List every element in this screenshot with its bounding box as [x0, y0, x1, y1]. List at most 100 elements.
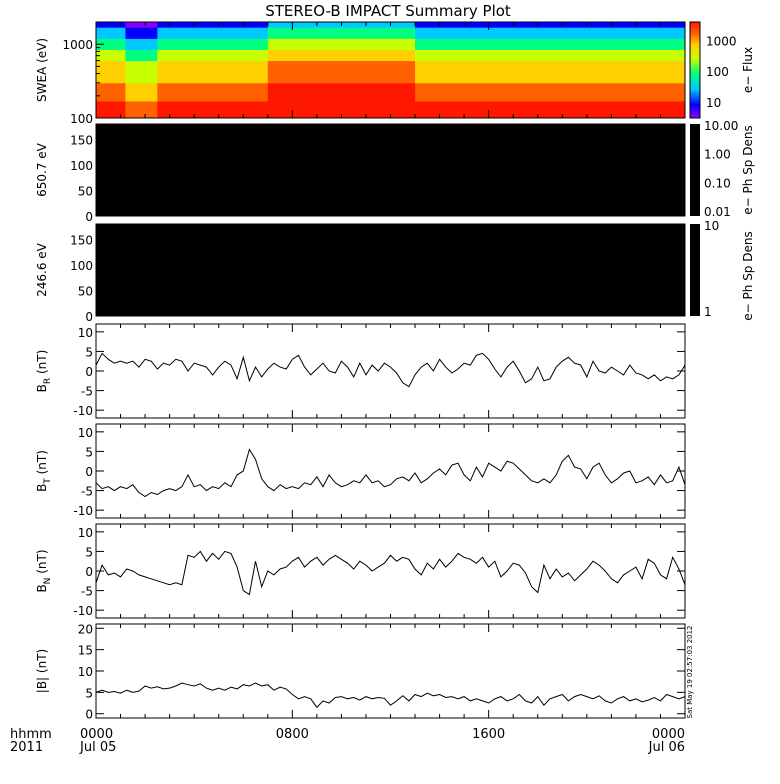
bt-ytick-label: 0: [85, 465, 93, 479]
swea-heatmap-cell: [125, 27, 158, 39]
br-ytick-label: 5: [85, 345, 93, 359]
pad246-ytick-label: 0: [85, 310, 93, 324]
pad246-colorbar: [690, 224, 700, 316]
bn-ytick-label: 5: [85, 545, 93, 559]
swea-heatmap-cell: [525, 49, 685, 62]
swea-heatmap-cell: [415, 38, 526, 50]
swea-heatmap-cell: [125, 72, 158, 84]
br-ytick-label: -10: [73, 404, 93, 418]
swea-heatmap-cell: [525, 60, 685, 73]
pad650-ytick-label: 150: [70, 133, 93, 147]
swea-heatmap-cell: [157, 38, 269, 50]
bt-ytick-label: -10: [73, 504, 93, 518]
pad650-heatmap: [96, 124, 685, 216]
pad650-ytick-label: 100: [70, 159, 93, 173]
swea-heatmap-cell: [96, 38, 126, 50]
pad246-ylabel: 246.6 eV: [35, 242, 49, 297]
swea-heatmap-cell: [415, 72, 526, 84]
swea-colorbar: [689, 21, 701, 119]
swea-heatmap: [96, 22, 685, 118]
bmag-ytick-label: 10: [78, 665, 93, 679]
swea-colorbar-label: e− Flux: [741, 47, 755, 93]
swea-ytick-label: 100: [70, 112, 93, 126]
bt-frame: [95, 423, 686, 519]
swea-heatmap-cell: [415, 60, 526, 73]
swea-colorbar-tick-label: 10: [706, 96, 721, 110]
swea-heatmap-cell: [96, 91, 126, 102]
pad246-colorbar-label: e− Ph Sp Dens: [741, 231, 755, 320]
bn-ytick-label: 0: [85, 565, 93, 579]
swea-heatmap-cell: [415, 49, 526, 62]
pad650-ytick-label: 0: [85, 210, 93, 224]
swea-heatmap-cell: [96, 60, 126, 73]
swea-heatmap-cell: [267, 38, 416, 50]
bn-ytick-label: -5: [81, 585, 93, 599]
swea-heatmap-cell: [96, 109, 126, 118]
swea-heatmap-cell: [157, 91, 269, 102]
bmag-ylabel: |B| (nT): [35, 649, 49, 693]
swea-heatmap-cell: [125, 109, 158, 118]
bmag-ytick-label: 0: [85, 708, 93, 722]
br-ytick-label: -5: [81, 385, 93, 399]
swea-heatmap-cell: [415, 22, 526, 28]
swea-heatmap-cell: [157, 82, 269, 92]
x-tick-date-label: Jul 06: [648, 740, 685, 755]
pad650-colorbar-tick-label: 10.00: [704, 119, 738, 133]
swea-heatmap-cell: [525, 91, 685, 102]
bn-series-line: [95, 550, 686, 596]
swea-heatmap-cell: [267, 72, 416, 84]
swea-heatmap-cell: [525, 22, 685, 28]
swea-heatmap-cell: [415, 100, 526, 111]
br-series-line: [95, 352, 686, 388]
pad650-colorbar-label: e− Ph Sp Dens: [741, 125, 755, 214]
swea-heatmap-cell: [525, 38, 685, 50]
x-axis-label-year: 2011: [10, 740, 43, 755]
pad650-colorbar-tick-label: 0.01: [704, 205, 731, 219]
swea-heatmap-cell: [157, 49, 269, 62]
swea-heatmap-cell: [157, 27, 269, 39]
swea-heatmap-cell: [125, 22, 158, 28]
swea-heatmap-cell: [525, 27, 685, 39]
bn-ylabel: BN (nT): [35, 549, 53, 592]
bt-ytick-label: 10: [78, 426, 93, 440]
swea-heatmap-cell: [157, 109, 269, 118]
bmag-ytick-label: 20: [78, 622, 93, 636]
pad650-ylabel: 650.7 eV: [35, 142, 49, 197]
swea-heatmap-cell: [157, 100, 269, 111]
chart-title: STEREO-B IMPACT Summary Plot: [265, 2, 511, 20]
br-ytick-label: 0: [85, 365, 93, 379]
swea-heatmap-cell: [96, 27, 126, 39]
swea-colorbar-tick-label: 1000: [706, 34, 737, 48]
pad650-colorbar: [690, 124, 700, 216]
swea-heatmap-cell: [125, 100, 158, 111]
swea-heatmap-cell: [125, 49, 158, 62]
x-tick-date-label: Jul 05: [79, 740, 116, 755]
swea-heatmap-cell: [267, 82, 416, 92]
swea-heatmap-cell: [267, 27, 416, 39]
bn-ytick-label: -10: [73, 604, 93, 618]
swea-heatmap-cell: [525, 109, 685, 118]
swea-ytick-label: 1000: [62, 38, 93, 52]
x-tick-label: 0800: [276, 727, 309, 742]
swea-heatmap-cell: [96, 100, 126, 111]
pad246-ytick-label: 150: [70, 233, 93, 247]
swea-heatmap-cell: [415, 82, 526, 92]
swea-heatmap-cell: [125, 60, 158, 73]
swea-ylabel: SWEA (eV): [35, 38, 49, 102]
swea-heatmap-cell: [157, 72, 269, 84]
bmag-ytick-label: 15: [78, 644, 93, 658]
swea-heatmap-cell: [125, 82, 158, 92]
bt-ytick-label: 5: [85, 445, 93, 459]
swea-heatmap-cell: [125, 91, 158, 102]
swea-heatmap-cell: [125, 38, 158, 50]
swea-heatmap-cell: [157, 60, 269, 73]
swea-heatmap-cell: [267, 109, 416, 118]
x-tick-label: 0000: [80, 727, 113, 742]
bmag-ytick-label: 5: [85, 686, 93, 700]
swea-heatmap-cell: [96, 82, 126, 92]
swea-heatmap-cell: [267, 100, 416, 111]
swea-heatmap-cell: [525, 72, 685, 84]
